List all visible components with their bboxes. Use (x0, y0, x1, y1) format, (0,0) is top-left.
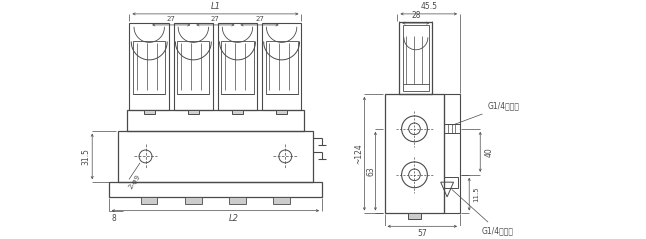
Bar (403, 25, 429, 91)
Bar (222, 42, 254, 94)
Bar (266, 42, 298, 94)
Bar (143, 109, 155, 114)
Text: 63: 63 (366, 166, 375, 176)
Text: 57: 57 (417, 229, 427, 238)
Bar (273, 197, 290, 204)
Bar (232, 109, 243, 114)
Text: L2: L2 (229, 214, 239, 223)
Bar (109, 182, 322, 197)
Bar (408, 213, 421, 219)
Bar (229, 197, 245, 204)
Text: 40: 40 (485, 147, 494, 157)
Text: ~124: ~124 (355, 143, 363, 164)
Bar (141, 197, 158, 204)
Bar (444, 177, 458, 188)
Text: 8: 8 (112, 214, 117, 223)
Bar (118, 131, 313, 182)
Bar (177, 42, 209, 94)
Bar (185, 197, 202, 204)
Bar (129, 23, 169, 109)
Text: L1: L1 (211, 2, 220, 11)
Text: 45.5: 45.5 (421, 2, 437, 11)
Text: 2-φ9: 2-φ9 (127, 174, 141, 190)
Bar (276, 109, 287, 114)
Bar (444, 94, 460, 213)
Bar (262, 23, 302, 109)
Bar (127, 109, 304, 131)
Text: 11.5: 11.5 (473, 186, 479, 202)
Bar (384, 94, 444, 213)
Text: 27: 27 (255, 16, 264, 22)
Bar (218, 23, 257, 109)
Text: 27: 27 (211, 16, 220, 22)
Bar (444, 124, 460, 133)
Text: 27: 27 (167, 16, 176, 22)
Bar (133, 42, 165, 94)
Bar (174, 23, 213, 109)
Bar (399, 22, 432, 94)
Text: G1/4出油口: G1/4出油口 (452, 190, 514, 236)
Text: G1/4进油口: G1/4进油口 (452, 102, 519, 125)
Text: 31.5: 31.5 (81, 148, 90, 165)
Text: 28: 28 (411, 11, 421, 20)
Bar (188, 109, 199, 114)
